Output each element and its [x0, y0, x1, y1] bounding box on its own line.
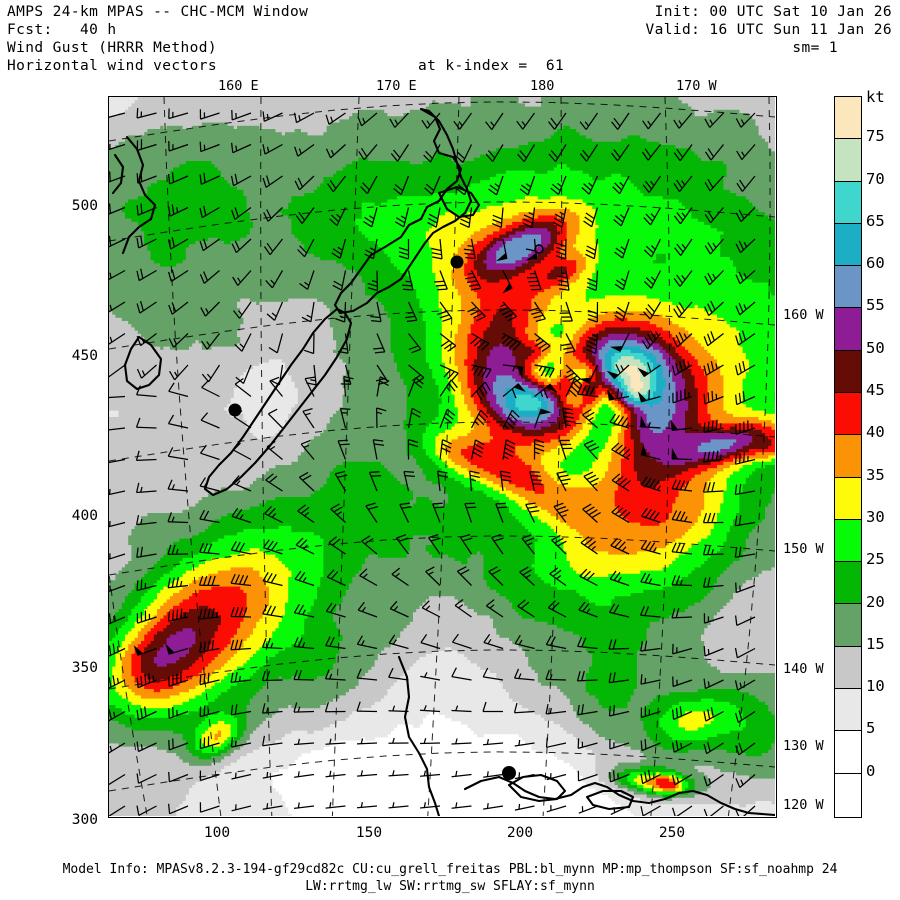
x-tick-150: 150 — [355, 825, 383, 841]
colorbar-label-70: 70 — [866, 169, 885, 188]
colorbar-label-65: 65 — [866, 211, 885, 230]
vector-description: Horizontal wind vectors — [7, 58, 217, 74]
colorbar-swatch-6 — [835, 350, 861, 393]
colorbar-swatch-15 — [835, 731, 861, 774]
k-index-label: at k-index = 61 — [418, 58, 565, 74]
wind-barbs — [109, 108, 756, 816]
valid-time: Valid: 16 UTC Sun 11 Jan 26 — [645, 22, 892, 38]
colorbar-label-20: 20 — [866, 592, 885, 611]
colorbar-label-40: 40 — [866, 423, 885, 442]
init-time: Init: 00 UTC Sat 10 Jan 26 — [654, 4, 892, 20]
colorbar-swatch-5 — [835, 308, 861, 351]
colorbar-units: kt — [866, 88, 885, 106]
lon-label-right-0: 160 W — [783, 307, 824, 323]
window-title: AMPS 24-km MPAS -- CHC-MCM Window — [7, 4, 309, 20]
colorbar-swatch-9 — [835, 477, 861, 520]
y-tick-350: 350 — [71, 660, 98, 676]
lon-label-top-0: 160 E — [218, 78, 259, 94]
forecast-hour: Fcst: 40 h — [7, 22, 117, 38]
lon-label-top-1: 170 E — [376, 78, 417, 94]
y-tick-450: 450 — [71, 348, 98, 364]
lon-label-top-3: 170 W — [676, 78, 717, 94]
colorbar-swatch-13 — [835, 646, 861, 689]
lon-label-right-3: 130 W — [783, 738, 824, 754]
colorbar[interactable] — [834, 96, 862, 818]
colorbar-label-50: 50 — [866, 338, 885, 357]
x-tick-200: 200 — [506, 825, 534, 841]
colorbar-swatch-14 — [835, 688, 861, 732]
lon-label-right-1: 150 W — [783, 541, 824, 557]
wind-gust-contour-map — [109, 97, 775, 816]
map-plot-area[interactable] — [108, 96, 777, 818]
colorbar-swatch-12 — [835, 604, 861, 647]
colorbar-label-45: 45 — [866, 381, 885, 400]
gust-contour-fill — [109, 97, 775, 816]
colorbar-label-5: 5 — [866, 719, 876, 738]
colorbar-swatch-8 — [835, 435, 861, 478]
model-info-line1: Model Info: MPASv8.2.3-194-gf29cd82c CU:… — [62, 862, 838, 877]
lon-label-top-2: 180 — [530, 78, 555, 94]
model-info-line2: LW:rrtmg_lw SW:rrtmg_sw SFLAY:sf_mynn — [305, 879, 595, 894]
lon-label-right-4: 120 W — [783, 797, 824, 813]
smoothing-label: sm= 1 — [792, 40, 838, 56]
colorbar-label-30: 30 — [866, 507, 885, 526]
colorbar-label-15: 15 — [866, 634, 885, 653]
colorbar-swatch-10 — [835, 519, 861, 563]
colorbar-swatch-3 — [835, 223, 861, 267]
colorbar-swatch-4 — [835, 266, 861, 309]
colorbar-label-75: 75 — [866, 127, 885, 146]
y-tick-500: 500 — [71, 198, 98, 214]
colorbar-swatch-1 — [835, 139, 861, 182]
colorbar-label-55: 55 — [866, 296, 885, 315]
colorbar-swatch-11 — [835, 562, 861, 605]
x-tick-100: 100 — [203, 825, 231, 841]
lon-label-right-2: 140 W — [783, 661, 824, 677]
coastlines — [111, 107, 775, 816]
graticule — [109, 97, 775, 816]
y-tick-300: 300 — [71, 812, 98, 828]
colorbar-swatch-2 — [835, 181, 861, 224]
colorbar-label-0: 0 — [866, 761, 876, 780]
colorbar-swatch-0 — [835, 97, 861, 140]
x-tick-250: 250 — [658, 825, 686, 841]
colorbar-label-60: 60 — [866, 254, 885, 273]
colorbar-label-35: 35 — [866, 465, 885, 484]
field-name: Wind Gust (HRRR Method) — [7, 40, 217, 56]
colorbar-swatch-7 — [835, 392, 861, 436]
colorbar-swatch-16 — [835, 773, 861, 816]
colorbar-label-10: 10 — [866, 677, 885, 696]
colorbar-label-25: 25 — [866, 550, 885, 569]
y-tick-400: 400 — [71, 508, 98, 524]
